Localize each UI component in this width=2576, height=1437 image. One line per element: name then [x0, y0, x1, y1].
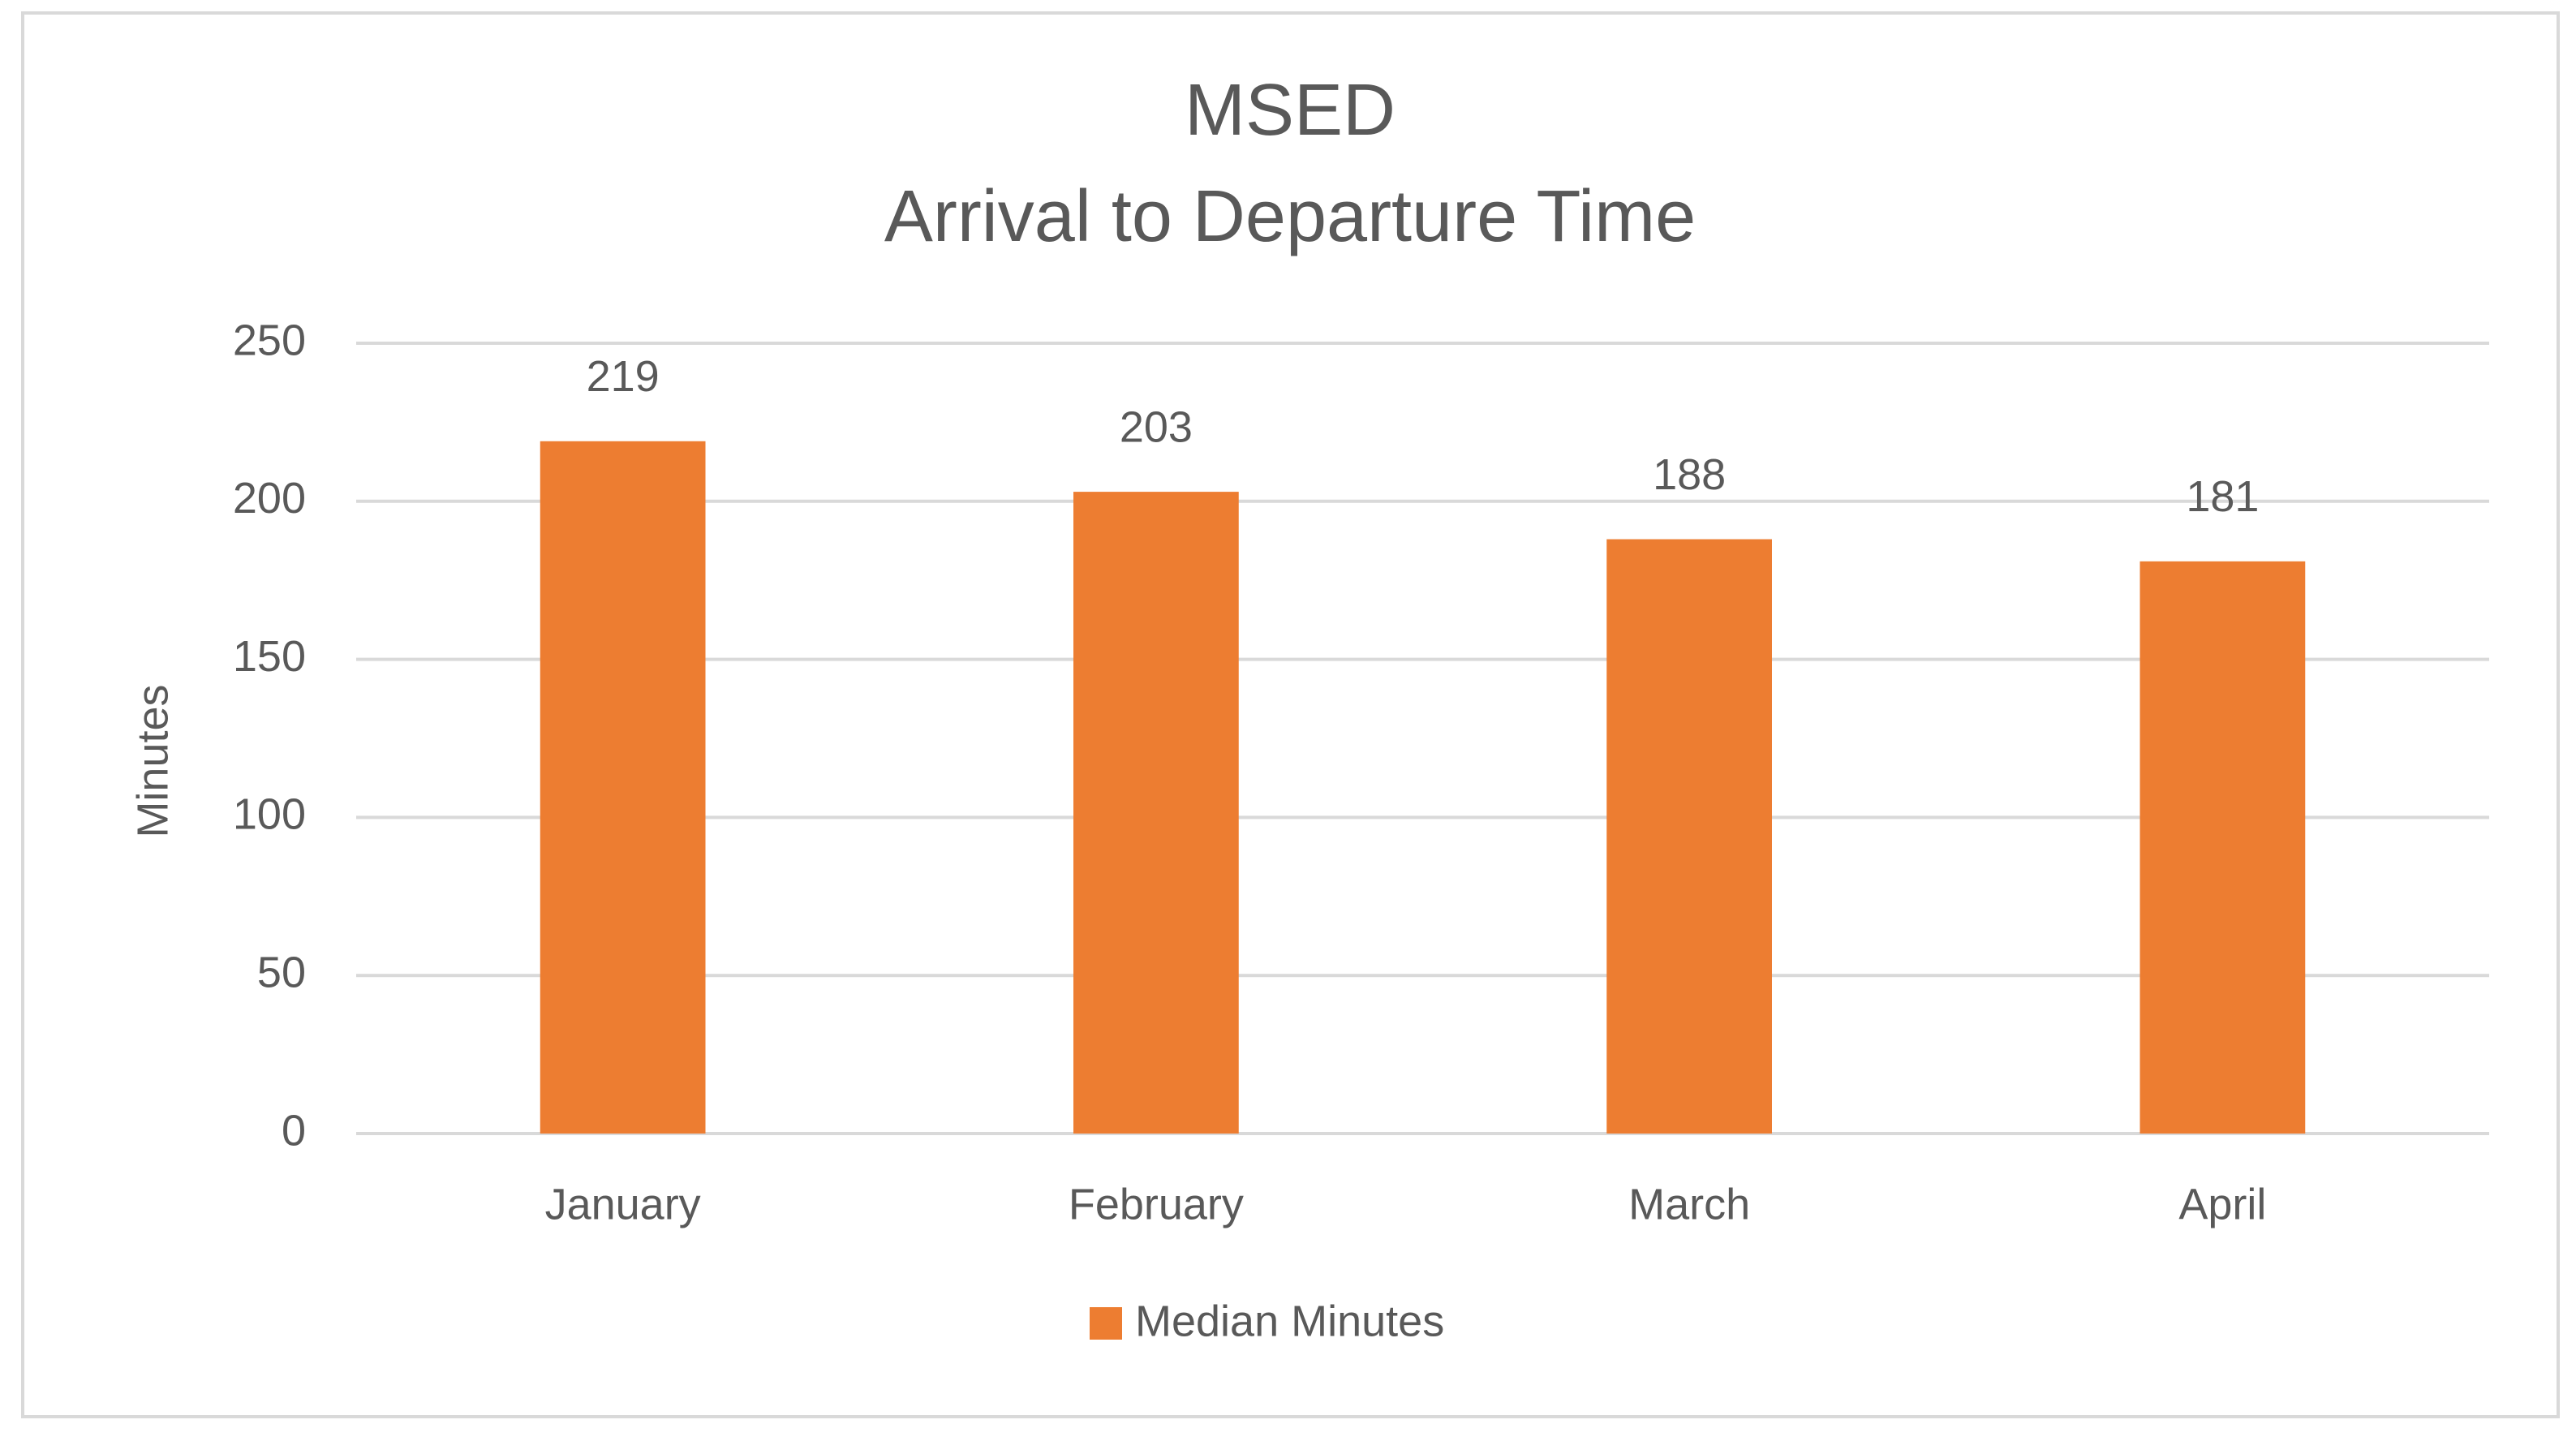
chart-border — [21, 11, 2560, 1418]
legend-swatch — [1090, 1307, 1122, 1340]
y-tick-label: 250 — [233, 316, 306, 364]
x-tick-label: January — [545, 1180, 701, 1228]
legend-label: Median Minutes — [1135, 1297, 1444, 1345]
data-label: 219 — [587, 352, 660, 401]
data-label: 181 — [2186, 472, 2259, 521]
x-tick-label: February — [1069, 1180, 1244, 1228]
y-tick-label: 0 — [282, 1106, 306, 1155]
chart-subtitle: Arrival to Departure Time — [884, 176, 1696, 257]
y-tick-label: 100 — [233, 790, 306, 839]
y-tick-label: 200 — [233, 474, 306, 523]
bar — [540, 441, 706, 1134]
x-tick-label: March — [1628, 1180, 1750, 1228]
bar — [1073, 492, 1239, 1134]
bar — [2139, 561, 2306, 1134]
data-label: 203 — [1120, 402, 1193, 451]
y-tick-label: 150 — [233, 632, 306, 681]
chart-title: MSED — [1185, 70, 1396, 151]
x-tick-label: April — [2178, 1180, 2266, 1228]
bar — [1606, 539, 1772, 1134]
data-label: 188 — [1653, 450, 1726, 499]
y-axis-label: Minutes — [128, 684, 177, 837]
y-tick-label: 50 — [257, 948, 306, 996]
